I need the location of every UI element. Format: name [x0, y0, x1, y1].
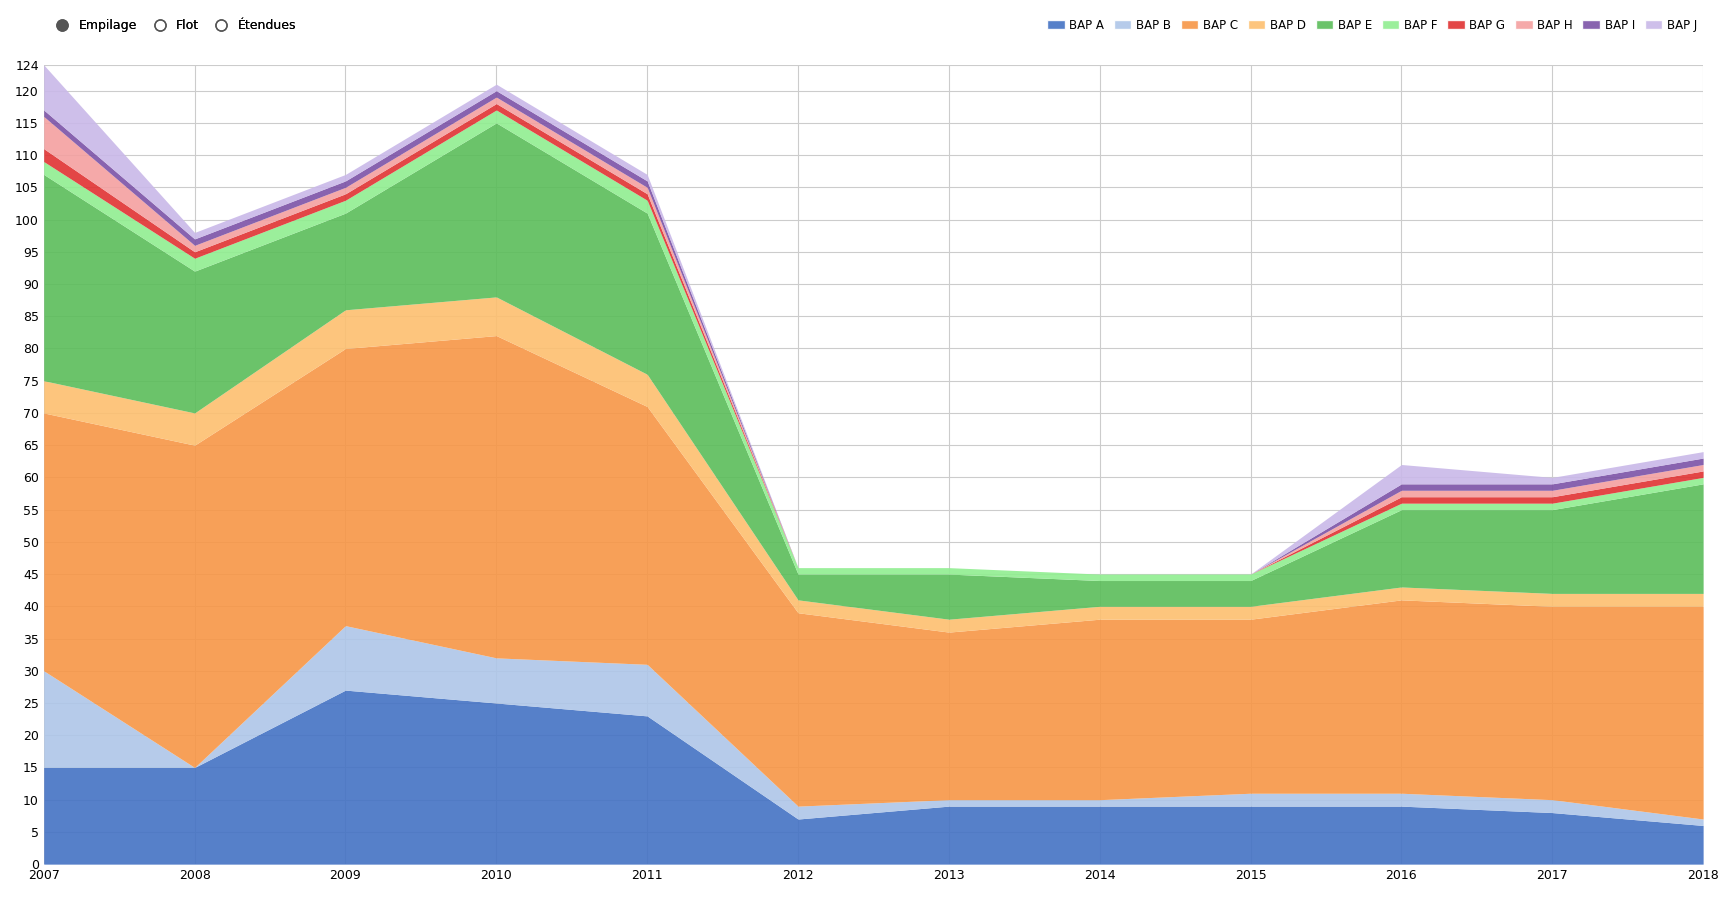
Legend: Empilage, Flot, Étendues: Empilage, Flot, Étendues — [50, 19, 297, 32]
